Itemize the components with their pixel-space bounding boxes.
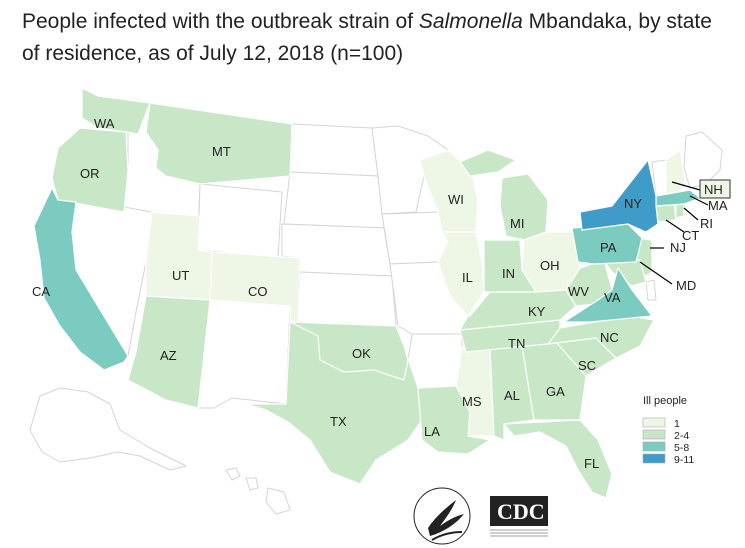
legend-swatch-4 [642, 453, 666, 464]
title-organism: Salmonella [418, 10, 523, 33]
label-FL: FL [584, 456, 599, 471]
hhs-logo [413, 487, 471, 545]
legend-item-3: 5-8 [642, 441, 689, 454]
label-SC: SC [578, 358, 596, 373]
label-NJ: NJ [670, 240, 686, 255]
state-HI [225, 467, 291, 515]
state-DE [645, 279, 657, 301]
label-VA: VA [604, 290, 621, 305]
state-RI [675, 203, 685, 219]
label-MT: MT [212, 144, 231, 159]
state-OK [289, 321, 409, 381]
cdc-logo: CDC [490, 496, 548, 537]
label-NY: NY [624, 196, 642, 211]
state-AK [29, 387, 187, 471]
state-MI [459, 149, 549, 241]
title-suffix: Mbandaka, by state of residence, as of J… [22, 10, 712, 65]
label-MS: MS [462, 394, 482, 409]
label-MI: MI [510, 216, 524, 231]
legend-label-2: 2-4 [674, 430, 689, 442]
state-ME [683, 131, 723, 189]
label-KY: KY [528, 304, 546, 319]
label-TN: TN [508, 336, 525, 351]
label-NH: NH [704, 182, 723, 197]
state-WY [197, 183, 283, 259]
label-AZ: AZ [160, 348, 177, 363]
legend-label-1: 1 [674, 418, 680, 430]
legend-swatch-3 [642, 441, 666, 452]
label-CT: CT [682, 228, 699, 243]
title-prefix: People infected with the outbreak strain… [22, 10, 419, 33]
map-title: People infected with the outbreak strain… [22, 6, 722, 70]
state-NM [197, 299, 291, 409]
label-OR: OR [80, 166, 100, 181]
legend-label-3: 5-8 [674, 442, 689, 454]
label-AL: AL [504, 388, 520, 403]
label-MA: MA [708, 198, 728, 213]
legend-item-1: 1 [642, 417, 680, 430]
label-CO: CO [248, 284, 268, 299]
state-AR [407, 333, 463, 389]
legend-title: Ill people [643, 395, 687, 407]
state-CA [33, 187, 129, 371]
label-TX: TX [330, 414, 347, 429]
state-OR [51, 127, 129, 213]
state-FL [503, 419, 613, 499]
state-IN [483, 239, 537, 293]
state-IA [381, 211, 449, 265]
callout-lines [639, 179, 731, 285]
legend: Ill people 1 2-4 5-8 9-11 [642, 395, 694, 466]
legend-label-4: 9-11 [674, 454, 694, 466]
state-KS [297, 271, 397, 327]
hhs-eagle-icon [428, 500, 464, 536]
label-WA: WA [94, 116, 115, 131]
state-CT [655, 203, 677, 223]
legend-item-4: 9-11 [642, 453, 694, 466]
label-LA: LA [424, 424, 440, 439]
legend-swatch-2 [642, 429, 666, 440]
label-GA: GA [546, 384, 565, 399]
legend-item-2: 2-4 [642, 429, 689, 442]
state-VA [563, 267, 653, 323]
state-SD [283, 171, 385, 229]
label-RI: RI [700, 216, 713, 231]
label-OH: OH [540, 258, 560, 273]
state-MT [145, 102, 293, 185]
state-LA [417, 385, 491, 455]
label-IN: IN [502, 266, 515, 281]
label-WI: WI [448, 192, 464, 207]
label-UT: UT [172, 268, 189, 283]
label-NC: NC [600, 330, 619, 345]
cdc-logo-text: CDC [497, 499, 545, 524]
label-MD: MD [676, 278, 696, 293]
state-NY [579, 159, 659, 233]
legend-swatch-1 [642, 417, 666, 428]
nh-callout-box [699, 179, 731, 199]
label-OK: OK [352, 346, 371, 361]
label-CA: CA [32, 284, 50, 299]
state-WA [81, 87, 151, 135]
state-ND [289, 123, 379, 177]
label-WV: WV [568, 284, 589, 299]
state-AZ [127, 295, 211, 409]
state-labels: WA OR CA MT UT CO AZ TX OK LA MS AL GA F… [32, 116, 728, 471]
label-IL: IL [462, 270, 473, 285]
state-NH [665, 149, 687, 197]
label-PA: PA [600, 240, 617, 255]
